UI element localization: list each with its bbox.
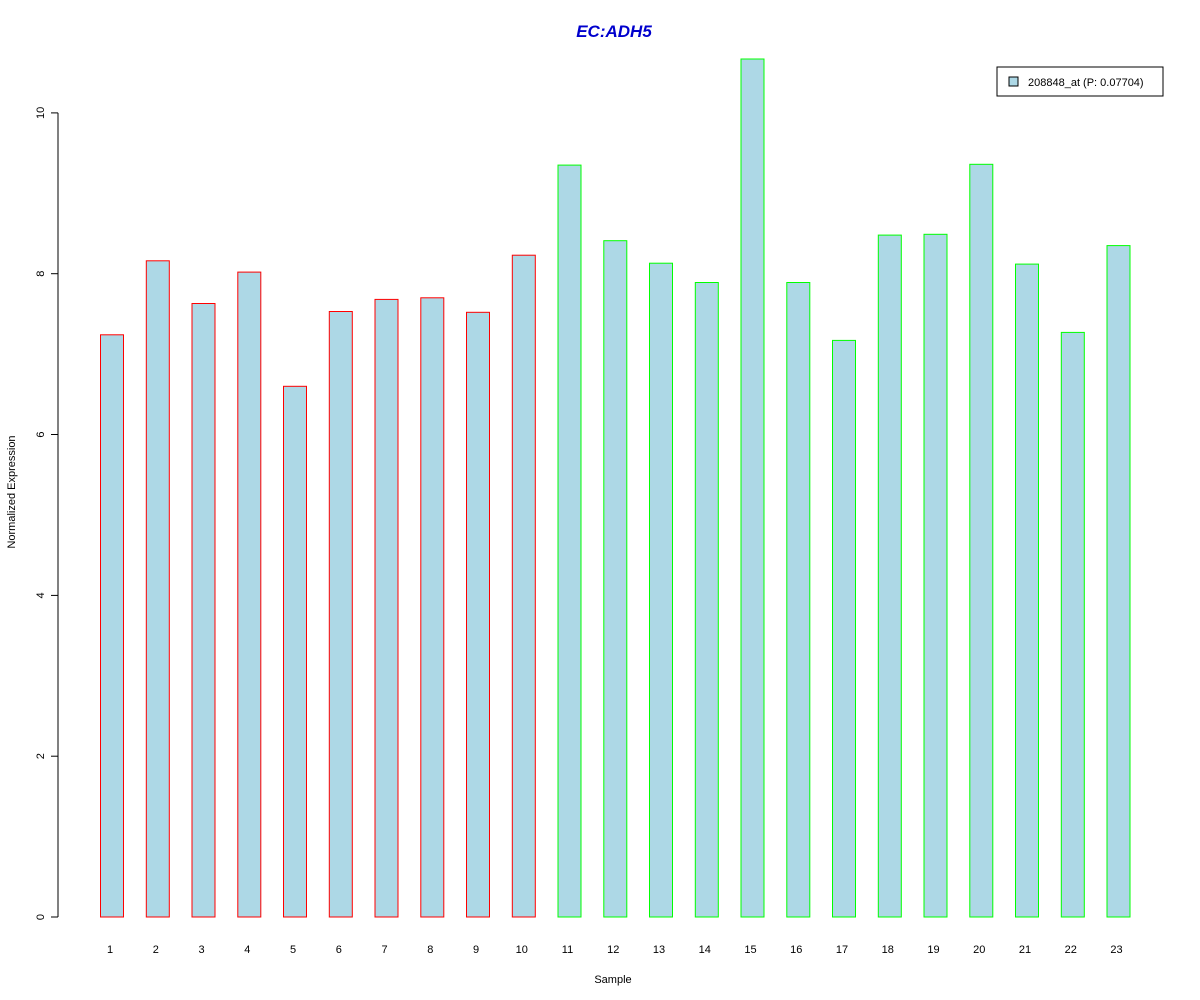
x-tick-label: 7	[381, 944, 387, 956]
y-axis-label: Normalized Expression	[6, 435, 18, 548]
y-tick-label: 2	[35, 753, 47, 759]
bar-sample-5	[283, 385, 307, 918]
bar-sample-1	[100, 334, 124, 918]
bar-sample-12	[603, 240, 628, 918]
x-tick-label: 5	[290, 944, 296, 956]
bar-sample-8	[420, 297, 445, 918]
bars-group	[100, 58, 1131, 918]
x-tick-label: 8	[427, 944, 433, 956]
bar-sample-14	[694, 282, 719, 918]
x-tick-label: 14	[699, 944, 711, 956]
bar-sample-20	[969, 163, 994, 918]
x-tick-label: 4	[244, 944, 250, 956]
bar-sample-2	[145, 260, 170, 918]
legend: 208848_at (P: 0.07704)	[996, 66, 1164, 97]
x-tick-label: 21	[1019, 944, 1031, 956]
bar-sample-11	[557, 164, 582, 918]
x-axis-labels: 1 2 3 4 5 6 7 8 9 10 11 12 13 14 15 16 17 18 19 20 21 22 23	[107, 944, 1123, 956]
x-tick-label: 9	[473, 944, 479, 956]
chart-title: EC:ADH5	[576, 22, 652, 41]
y-tick-label: 10	[35, 107, 47, 119]
x-tick-label: 20	[973, 944, 985, 956]
bar-sample-7	[374, 298, 399, 918]
x-tick-label: 6	[336, 944, 342, 956]
bar-sample-16	[786, 282, 811, 918]
bar-sample-17	[832, 339, 856, 918]
x-tick-label: 3	[198, 944, 204, 956]
x-tick-label: 1	[107, 944, 113, 956]
x-tick-label: 2	[153, 944, 159, 956]
x-tick-label: 11	[562, 944, 573, 956]
bar-sample-15	[740, 58, 765, 918]
y-tick-label: 8	[35, 271, 47, 277]
bar-sample-6	[328, 311, 353, 918]
legend-entry-label: 208848_at (P: 0.07704)	[1028, 77, 1144, 89]
bar-sample-19	[923, 233, 948, 918]
bar-sample-10	[511, 254, 536, 918]
x-tick-label: 22	[1065, 944, 1077, 956]
bar-sample-13	[649, 262, 673, 918]
bar-sample-23	[1106, 245, 1131, 918]
x-axis-label: Sample	[594, 974, 631, 986]
legend-swatch	[1008, 76, 1019, 87]
x-tick-label: 17	[836, 944, 848, 956]
bar-sample-4	[237, 271, 262, 918]
y-tick-label: 0	[35, 914, 47, 920]
x-tick-label: 16	[790, 944, 802, 956]
x-tick-label: 19	[927, 944, 939, 956]
x-tick-label: 13	[653, 944, 665, 956]
bar-sample-22	[1060, 331, 1085, 918]
bar-sample-9	[466, 311, 490, 918]
x-tick-label: 23	[1110, 944, 1122, 956]
x-tick-label: 12	[607, 944, 619, 956]
x-tick-label: 10	[516, 944, 528, 956]
bar-sample-21	[1015, 263, 1039, 918]
y-tick-label: 6	[35, 431, 47, 437]
bar-sample-18	[877, 234, 902, 918]
x-tick-label: 18	[882, 944, 894, 956]
bar-sample-3	[191, 303, 216, 918]
y-tick-label: 4	[35, 592, 47, 598]
legend-box	[996, 66, 1164, 97]
y-axis: 0 2 4 6 8 10	[35, 107, 59, 920]
x-tick-label: 15	[744, 944, 756, 956]
